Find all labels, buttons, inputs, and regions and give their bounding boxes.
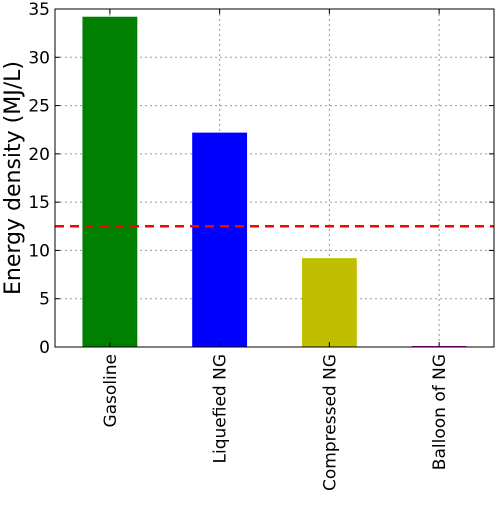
y-tick-label: 20 (28, 145, 50, 165)
bar-gasoline (82, 16, 138, 348)
x-tick-label: Gasoline (101, 354, 121, 428)
x-tick-label: Balloon of NG (430, 354, 450, 470)
y-tick-label: 25 (28, 97, 50, 117)
y-tick-label: 10 (28, 241, 50, 261)
x-tick-label: Liquefied NG (211, 354, 231, 463)
y-tick-label: 35 (28, 0, 50, 20)
y-axis-label: Energy density (MJ/L) (1, 61, 26, 295)
y-tick-label: 5 (39, 290, 50, 310)
y-axis: 0 5 10 15 20 25 30 35 (28, 0, 494, 358)
x-axis: Gasoline Liquefied NG Compressed NG Balloon… (101, 9, 450, 491)
bar-compressed-ng (301, 258, 357, 347)
y-tick-label: 30 (28, 48, 50, 68)
y-tick-label: 0 (39, 338, 50, 358)
bar-liquefied-ng (192, 132, 248, 347)
y-tick-label: 15 (28, 193, 50, 213)
x-tick-label: Compressed NG (320, 354, 340, 491)
plot-frame (54, 8, 495, 348)
bars (82, 16, 467, 348)
